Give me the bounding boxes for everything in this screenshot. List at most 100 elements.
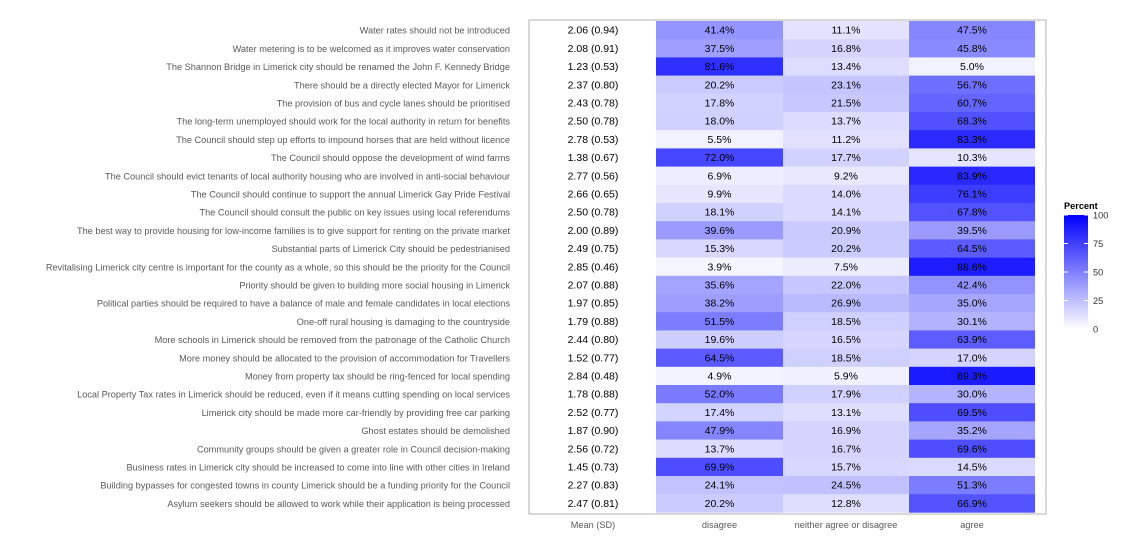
heat-cell-agree	[909, 39, 1035, 58]
heat-cell-disagree	[656, 421, 783, 440]
heat-cell-value: 13.7%	[705, 443, 735, 455]
heat-cell-value: 69.6%	[957, 443, 987, 455]
column-labels: Mean (SD) disagree neither agree or disagr…	[571, 520, 984, 530]
statement-label: Ghost estates should be demolished	[361, 426, 510, 436]
heat-cell-neither	[783, 312, 909, 331]
heat-cell-value: 47.5%	[957, 25, 987, 37]
statement-label: Limerick city should be made more car-fr…	[202, 408, 510, 418]
mean-sd-label: 2.56 (0.72)	[568, 443, 619, 455]
heat-cell-disagree	[656, 494, 783, 513]
heat-cell-value: 35.0%	[957, 298, 987, 310]
heat-cell-neither	[783, 275, 909, 295]
mean-sd-label: 1.78 (0.88)	[568, 389, 619, 401]
heat-cell-value: 9.9%	[708, 189, 732, 201]
heat-cell-neither	[783, 57, 909, 76]
heat-cell-value: 88.6%	[957, 261, 987, 273]
heat-cell-value: 5.5%	[708, 134, 732, 146]
heat-cell-disagree	[656, 312, 783, 331]
heat-cell-neither	[783, 93, 909, 113]
heat-cell-neither	[783, 403, 909, 422]
heat-cell-disagree	[656, 294, 783, 313]
statement-label: Water metering is to be welcomed as it i…	[233, 44, 510, 54]
heat-cell-agree	[909, 57, 1035, 76]
legend-tick-label: 25	[1093, 296, 1103, 306]
heat-cell-value: 17.0%	[957, 352, 987, 364]
heat-cell-agree	[909, 457, 1035, 477]
heat-cell-disagree	[656, 21, 783, 40]
heat-cell-value: 56.7%	[957, 79, 987, 91]
heat-cell-value: 6.9%	[708, 170, 732, 182]
heat-cell-value: 14.1%	[831, 207, 861, 219]
heat-cell-disagree	[656, 148, 783, 167]
heat-cell-value: 3.9%	[708, 261, 732, 273]
heat-cell-agree	[909, 385, 1035, 404]
heat-cell-value: 17.7%	[831, 152, 861, 164]
heat-cell-value: 30.0%	[957, 389, 987, 401]
heat-cell-value: 81.6%	[705, 61, 735, 73]
heat-cell-agree	[909, 112, 1035, 131]
heat-cell-disagree	[656, 457, 783, 477]
heat-cell-value: 7.5%	[834, 261, 858, 273]
mean-sd-label: 1.79 (0.88)	[568, 316, 619, 328]
statement-label: The Council should step up efforts to im…	[176, 135, 510, 145]
statement-label: There should be a directly elected Mayor…	[294, 80, 510, 90]
heat-cell-value: 69.5%	[957, 407, 987, 419]
heat-cell-value: 45.8%	[957, 43, 987, 55]
statement-label: Asylum seekers should be allowed to work…	[167, 499, 510, 509]
heat-cell-disagree	[656, 75, 783, 95]
heat-cell-value: 16.9%	[831, 425, 861, 437]
statement-label: The Council should continue to support t…	[191, 190, 510, 200]
heatmap-cells: 2.06 (0.94) 41.4% 11.1% 47.5% 2.08 (0.91) 37.…	[568, 21, 1035, 513]
heat-cell-value: 76.1%	[957, 189, 987, 201]
heat-cell-neither	[783, 257, 909, 277]
heat-cell-agree	[909, 75, 1035, 95]
mean-sd-label: 2.85 (0.46)	[568, 261, 619, 273]
heat-cell-disagree	[656, 203, 783, 222]
heat-cell-agree	[909, 348, 1035, 368]
heat-cell-value: 14.5%	[957, 462, 987, 474]
statement-label: The long-term unemployed should work for…	[177, 117, 511, 127]
mean-sd-label: 2.50 (0.78)	[568, 207, 619, 219]
mean-sd-label: 2.52 (0.77)	[568, 407, 619, 419]
heat-cell-agree	[909, 330, 1035, 349]
heat-cell-value: 9.2%	[834, 170, 858, 182]
column-label: Mean (SD)	[571, 520, 615, 530]
heat-cell-neither	[783, 366, 909, 386]
column-label: disagree	[702, 520, 737, 530]
heat-cell-value: 35.2%	[957, 425, 987, 437]
legend-tick-label: 0	[1093, 324, 1098, 334]
heat-cell-value: 5.9%	[834, 371, 858, 383]
heat-cell-value: 39.6%	[705, 225, 735, 237]
heat-cell-agree	[909, 403, 1035, 422]
heat-cell-disagree	[656, 93, 783, 113]
statement-label: Money from property tax should be ring-f…	[245, 372, 510, 382]
statement-label: One-off rural housing is damaging to the…	[297, 317, 510, 327]
column-label: agree	[960, 520, 984, 530]
heat-cell-value: 18.0%	[705, 116, 735, 128]
heat-cell-value: 20.2%	[831, 243, 861, 255]
statement-label: The Council should evict tenants of loca…	[105, 171, 510, 181]
heat-cell-value: 42.4%	[957, 280, 987, 292]
heat-cell-value: 47.9%	[705, 425, 735, 437]
heat-cell-value: 18.5%	[831, 352, 861, 364]
mean-sd-label: 2.27 (0.83)	[568, 480, 619, 492]
heat-cell-agree	[909, 21, 1035, 40]
heat-cell-agree	[909, 239, 1035, 258]
legend-tick-label: 50	[1093, 267, 1103, 277]
heat-cell-value: 52.0%	[705, 389, 735, 401]
heat-cell-disagree	[656, 57, 783, 76]
mean-sd-label: 2.77 (0.56)	[568, 170, 619, 182]
heat-cell-value: 72.0%	[705, 152, 735, 164]
heat-cell-agree	[909, 130, 1035, 149]
heat-cell-value: 11.2%	[832, 134, 861, 146]
heat-cell-neither	[783, 239, 909, 258]
heat-cell-value: 16.7%	[831, 443, 861, 455]
mean-sd-label: 2.49 (0.75)	[568, 243, 619, 255]
heat-cell-neither	[783, 476, 909, 495]
heat-cell-disagree	[656, 275, 783, 295]
heat-cell-value: 83.9%	[957, 170, 987, 182]
heat-cell-value: 17.8%	[705, 98, 735, 110]
heat-cell-neither	[783, 494, 909, 513]
heat-cell-disagree	[656, 130, 783, 149]
mean-sd-label: 2.47 (0.81)	[568, 498, 619, 510]
